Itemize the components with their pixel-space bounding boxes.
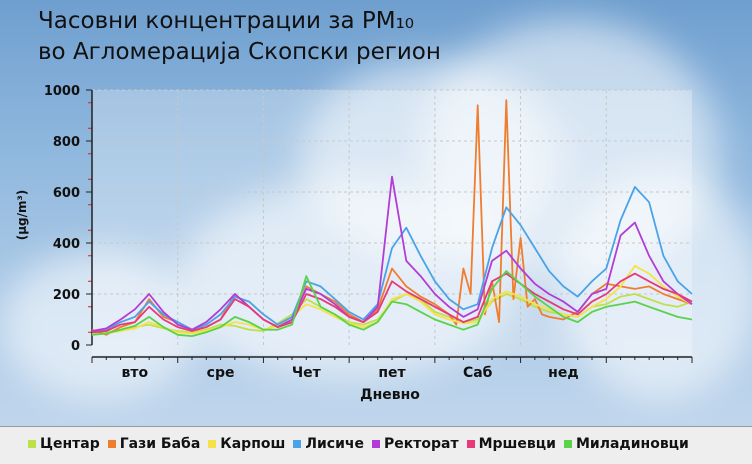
x-tick-label: сре — [207, 365, 235, 381]
legend-items: Центар Гази Баба Карпош Лисиче Ректорат Мршев… — [28, 436, 697, 452]
x-axis-label: Дневно — [360, 387, 420, 403]
plot-area — [92, 90, 692, 355]
legend-item: Миладиновци — [563, 436, 689, 452]
x-tick-label: нед — [548, 365, 578, 381]
series-line-6 — [91, 272, 693, 334]
legend-swatch — [466, 440, 475, 448]
legend-label: Ректорат — [384, 436, 459, 452]
series-group — [91, 99, 693, 338]
legend-label: Лисиче — [305, 436, 365, 452]
legend-swatch — [372, 440, 381, 448]
x-axis: вто сре Чет пет Саб нед — [91, 356, 693, 381]
legend-item: Карпош — [208, 436, 285, 452]
legend-item: Ректорат — [372, 436, 459, 452]
legend-swatch — [208, 440, 217, 448]
legend: Центар Гази Баба Карпош Лисиче Ректорат Мршев… — [0, 426, 752, 464]
chart-title-line-2: во Агломерација Скопски регион — [38, 39, 441, 65]
y-tick-label: 800 — [53, 135, 80, 150]
y-tick-label: 1000 — [44, 84, 80, 99]
legend-label: Мршевци — [478, 436, 556, 452]
cloud-decoration — [180, 180, 520, 380]
legend-label: Карпош — [220, 436, 286, 452]
legend-label: Центар — [40, 436, 100, 452]
line-chart: 0 200 400 600 800 1000 вто сре Чет пет Саб нед (µg… — [15, 84, 693, 403]
series-line-7 — [91, 270, 693, 338]
legend-label: Миладиновци — [575, 436, 689, 452]
legend-swatch — [107, 440, 116, 448]
series-line-3 — [91, 264, 693, 336]
y-axis-label: (µg/m³) — [15, 190, 29, 241]
y-tick-label: 600 — [53, 186, 80, 201]
y-axis: 0 200 400 600 800 1000 — [44, 84, 93, 354]
y-tick-label: 400 — [53, 237, 80, 252]
legend-item: Лисиче — [293, 436, 364, 452]
y-tick-label: 0 — [71, 339, 80, 354]
y-tick-label: 200 — [53, 288, 80, 303]
legend-swatch — [563, 440, 572, 448]
legend-swatch — [28, 440, 36, 448]
chart-title-line-1: Часовни концентрации за PM₁₀ — [38, 8, 415, 34]
legend-item: Гази Баба — [107, 436, 201, 452]
x-tick-label: Саб — [463, 365, 493, 381]
chart-title: Часовни концентрации за PM₁₀ во Агломера… — [38, 6, 441, 68]
legend-label: Гази Баба — [119, 436, 201, 452]
x-tick-label: вто — [122, 365, 149, 381]
series-line-5 — [91, 175, 693, 332]
legend-item: Мршевци — [466, 436, 556, 452]
cloud-decoration — [0, 250, 200, 400]
x-tick-label: пет — [378, 365, 406, 381]
legend-swatch — [293, 440, 302, 448]
legend-item: Центар — [28, 436, 100, 452]
x-tick-label: Чет — [292, 365, 322, 381]
